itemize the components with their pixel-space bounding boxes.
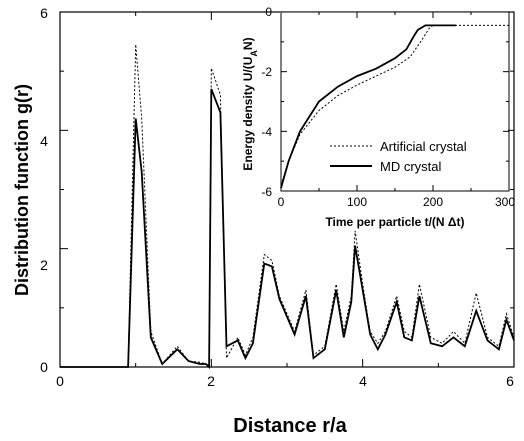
inset-y-axis-label-end: N) [241,37,255,50]
main-y-axis-label: Distribution function g(r) [12,84,32,296]
main-x-axis-label: Distance r/a [233,415,347,437]
inset-ytick-label: -4 [261,125,272,139]
inset-axis-ticks [280,11,510,192]
inset-xtick-label: 100 [347,195,367,209]
main-series-group [60,44,515,370]
main-xtick-label: 6 [506,373,514,389]
main-xtick-label: 0 [56,373,64,389]
inset-ytick-label: 0 [265,5,272,19]
main-xtick-label: 2 [207,373,215,389]
main-ytick-label: 4 [40,133,48,149]
inset-y-axis-label-main: Energy density U/(U [241,57,255,171]
inset-y-axis-label: Energy density U/(UAN) [241,37,259,170]
main-ytick-label: 6 [40,5,48,21]
main-ytick-label: 2 [40,257,48,273]
inset-ytick-label: -6 [261,185,272,199]
inset-series-group [280,24,509,189]
inset-y-axis-label-sub: A [249,50,259,57]
inset-xtick-label: 0 [278,195,285,209]
legend-label-md: MD crystal [380,159,442,174]
inset-x-axis-label: Time per particle t/(N Δt) [325,215,464,229]
inset-xtick-label: 200 [423,195,443,209]
legend-label-artificial: Artificial crystal [380,139,467,154]
main-series-line-solid [60,88,515,370]
inset-xtick-label: 300 [495,195,515,209]
main-xtick-label: 4 [359,373,367,389]
main-ytick-label: 0 [40,359,48,375]
inset-series-line-solid [280,24,456,189]
inset-ytick-label: -2 [261,65,272,79]
